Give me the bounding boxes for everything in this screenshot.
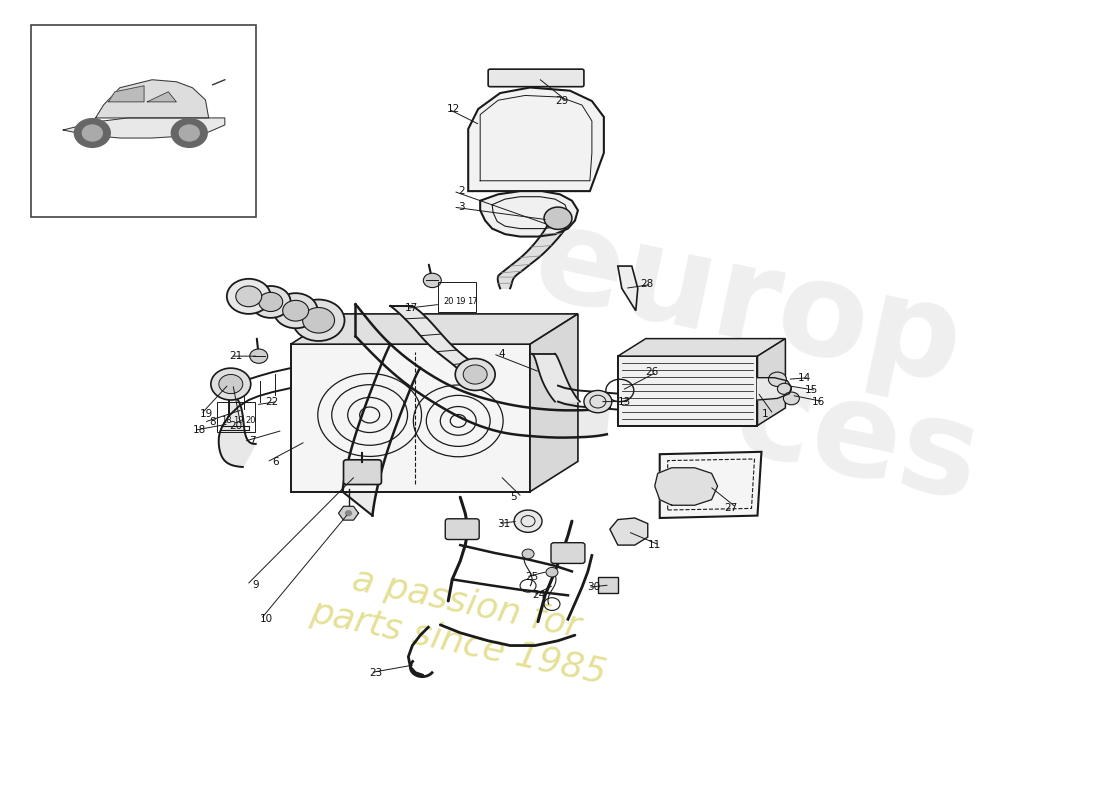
Circle shape — [258, 292, 283, 311]
Circle shape — [250, 349, 267, 363]
Circle shape — [82, 125, 102, 141]
Polygon shape — [355, 304, 609, 438]
Text: 10: 10 — [260, 614, 273, 624]
Circle shape — [544, 207, 572, 230]
Text: 17: 17 — [405, 303, 418, 314]
Text: 9: 9 — [252, 580, 258, 590]
Text: 20: 20 — [245, 416, 256, 426]
Polygon shape — [481, 191, 578, 237]
Circle shape — [235, 286, 262, 306]
Polygon shape — [109, 86, 144, 102]
Circle shape — [75, 118, 110, 147]
Text: 19: 19 — [233, 416, 244, 426]
Text: 24: 24 — [531, 590, 544, 600]
Text: a passion for
parts since 1985: a passion for parts since 1985 — [307, 556, 617, 690]
Circle shape — [514, 510, 542, 532]
Polygon shape — [618, 266, 638, 310]
Text: 29: 29 — [556, 96, 569, 106]
Polygon shape — [219, 394, 255, 467]
Polygon shape — [660, 452, 761, 518]
Text: 14: 14 — [798, 373, 811, 382]
Text: 1: 1 — [761, 410, 768, 419]
Text: 4: 4 — [498, 349, 505, 358]
Text: 7: 7 — [249, 437, 255, 446]
Polygon shape — [497, 225, 568, 288]
Text: 23: 23 — [370, 668, 383, 678]
Text: 20: 20 — [229, 421, 242, 430]
Text: 12: 12 — [447, 104, 460, 114]
Text: 28: 28 — [640, 279, 653, 290]
Circle shape — [211, 368, 251, 400]
Text: 13: 13 — [618, 397, 631, 406]
Polygon shape — [618, 338, 785, 356]
Text: 31: 31 — [497, 518, 510, 529]
Text: 6: 6 — [272, 457, 278, 467]
FancyBboxPatch shape — [446, 518, 480, 539]
Circle shape — [783, 392, 800, 405]
Polygon shape — [758, 338, 785, 426]
Circle shape — [546, 567, 558, 577]
Circle shape — [769, 372, 786, 386]
Text: europ: europ — [522, 197, 972, 411]
Text: 22: 22 — [266, 397, 279, 406]
Text: 2: 2 — [459, 186, 465, 196]
Text: 27: 27 — [725, 502, 738, 513]
Text: ces: ces — [724, 352, 991, 527]
Circle shape — [227, 279, 271, 314]
Bar — [438, 282, 476, 312]
FancyBboxPatch shape — [343, 460, 382, 485]
Circle shape — [179, 125, 199, 141]
Text: 18: 18 — [192, 426, 206, 435]
Text: 11: 11 — [648, 540, 661, 550]
Text: 25: 25 — [525, 572, 538, 582]
Circle shape — [172, 118, 207, 147]
Text: 8: 8 — [209, 418, 216, 427]
Polygon shape — [339, 506, 359, 520]
Text: 18: 18 — [221, 416, 232, 426]
Polygon shape — [654, 468, 717, 506]
Circle shape — [584, 390, 612, 413]
Polygon shape — [390, 306, 481, 374]
Text: 30: 30 — [586, 582, 600, 592]
Text: 21: 21 — [230, 351, 243, 361]
Circle shape — [455, 358, 495, 390]
Polygon shape — [147, 92, 176, 102]
Text: 20: 20 — [443, 297, 453, 306]
Polygon shape — [96, 80, 209, 118]
Polygon shape — [290, 344, 530, 492]
Circle shape — [302, 307, 334, 333]
Polygon shape — [618, 356, 758, 426]
Text: 15: 15 — [804, 386, 817, 395]
Circle shape — [424, 274, 441, 287]
Polygon shape — [469, 87, 604, 191]
Polygon shape — [63, 118, 224, 138]
Polygon shape — [758, 378, 791, 400]
Text: 19: 19 — [455, 297, 465, 306]
Circle shape — [345, 511, 352, 515]
Circle shape — [778, 383, 791, 394]
Circle shape — [251, 286, 290, 318]
Circle shape — [283, 300, 309, 321]
Polygon shape — [290, 314, 578, 344]
Circle shape — [293, 299, 344, 341]
Text: 16: 16 — [812, 397, 825, 406]
Polygon shape — [530, 314, 578, 492]
Circle shape — [463, 365, 487, 384]
Bar — [217, 402, 255, 432]
FancyBboxPatch shape — [488, 69, 584, 86]
Polygon shape — [342, 344, 420, 515]
Polygon shape — [532, 354, 580, 402]
Circle shape — [274, 293, 318, 328]
Text: 26: 26 — [645, 367, 658, 377]
Text: 5: 5 — [510, 492, 517, 502]
Text: 19: 19 — [199, 410, 213, 419]
Polygon shape — [609, 518, 648, 545]
Circle shape — [219, 374, 243, 394]
Bar — [31, 26, 255, 217]
Circle shape — [522, 549, 534, 558]
Text: 3: 3 — [459, 202, 465, 212]
FancyBboxPatch shape — [551, 542, 585, 563]
Text: 17: 17 — [466, 297, 477, 306]
